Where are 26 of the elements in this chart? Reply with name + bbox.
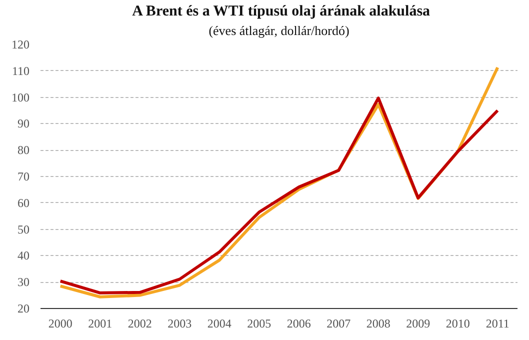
y-tick-label: 100 bbox=[12, 90, 30, 104]
x-tick-label: 2011 bbox=[486, 316, 510, 330]
x-tick-label: 2002 bbox=[128, 316, 152, 330]
x-tick-label: 2008 bbox=[366, 316, 390, 330]
y-tick-label: 120 bbox=[12, 38, 30, 52]
chart-subtitle: (éves átlagár, dollár/hordó) bbox=[208, 23, 350, 38]
y-tick-label: 40 bbox=[18, 248, 30, 263]
y-tick-label: 20 bbox=[18, 302, 30, 316]
x-tick-label: 2003 bbox=[168, 316, 192, 330]
x-tick-label: 2006 bbox=[286, 316, 311, 330]
line-series bbox=[58, 96, 500, 294]
y-tick-label: 80 bbox=[18, 143, 30, 158]
y-tick-label: 90 bbox=[18, 116, 30, 131]
y-tick-label: 110 bbox=[12, 64, 30, 78]
y-tick-label: 30 bbox=[18, 275, 30, 290]
y-tick-label: 70 bbox=[18, 170, 30, 184]
x-tick-label: 2005 bbox=[247, 316, 272, 330]
x-tick-label: 2001 bbox=[88, 316, 112, 330]
chart-title: A Brent és a WTI típusú olaj árának alakulása bbox=[132, 4, 431, 20]
x-tick-label: 2004 bbox=[207, 316, 232, 330]
y-tick-label: 60 bbox=[18, 196, 30, 210]
x-tick-label: 2010 bbox=[446, 316, 470, 330]
x-tick-label: 2009 bbox=[406, 316, 430, 330]
x-tick-label: 2000 bbox=[48, 316, 72, 330]
x-tick-label: 2007 bbox=[326, 316, 351, 330]
y-tick-label: 50 bbox=[18, 222, 30, 236]
